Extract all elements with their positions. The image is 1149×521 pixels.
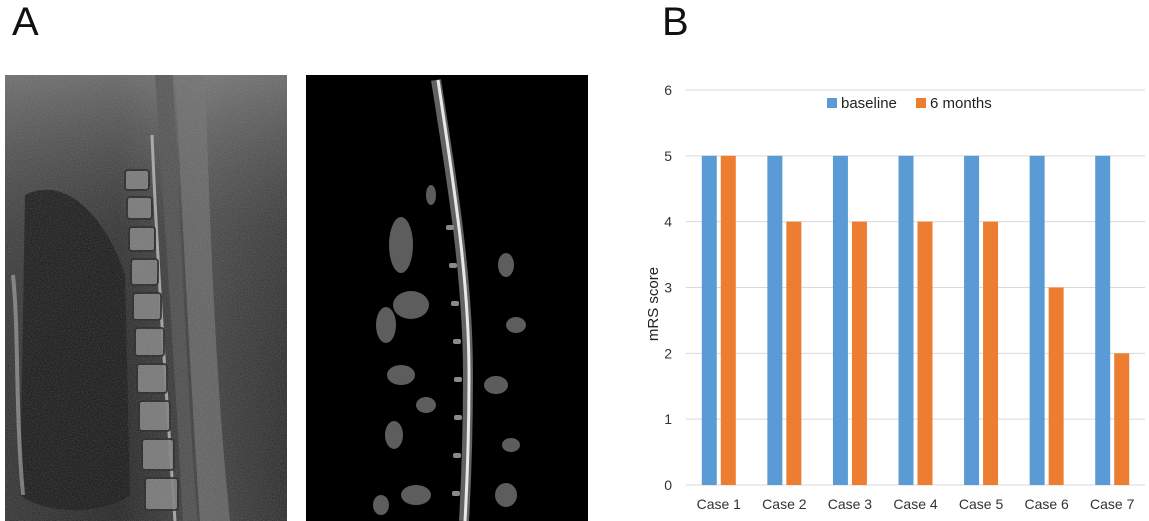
bar-6-months-1 bbox=[720, 155, 736, 485]
bar-baseline-7 bbox=[1095, 155, 1111, 485]
panel-label-a: A bbox=[12, 0, 39, 44]
x-tick-label: Case 4 bbox=[893, 496, 938, 512]
grid-lines bbox=[686, 89, 1145, 486]
x-tick-labels: Case 1 Case 2 Case 3 Case 4 Case 5 Case 6 Case… bbox=[697, 496, 1135, 512]
y-tick-label: 2 bbox=[664, 345, 672, 361]
y-axis-title: mRS score bbox=[645, 267, 662, 341]
y-tick-labels: 0 1 2 3 4 5 6 bbox=[664, 82, 672, 493]
legend-label-6-months: 6 months bbox=[930, 95, 992, 112]
mri-t2-drawing bbox=[5, 75, 287, 521]
x-tick-label: Case 2 bbox=[762, 496, 807, 512]
legend: baseline 6 months bbox=[827, 95, 992, 112]
bars bbox=[701, 155, 1130, 485]
bar-6-months-2 bbox=[786, 221, 802, 485]
bar-6-months-3 bbox=[851, 221, 867, 485]
mri-processed-image bbox=[306, 75, 588, 521]
x-tick-label: Case 7 bbox=[1090, 496, 1135, 512]
legend-swatch-6-months bbox=[916, 98, 926, 108]
bar-baseline-4 bbox=[898, 155, 914, 485]
legend-label-baseline: baseline bbox=[841, 95, 897, 112]
bar-baseline-3 bbox=[832, 155, 848, 485]
y-tick-label: 0 bbox=[664, 477, 672, 493]
x-tick-label: Case 1 bbox=[697, 496, 742, 512]
y-tick-label: 5 bbox=[664, 148, 672, 164]
bar-baseline-5 bbox=[964, 155, 980, 485]
y-tick-label: 6 bbox=[664, 82, 672, 98]
x-tick-label: Case 5 bbox=[959, 496, 1004, 512]
mri-t2-sagittal-image bbox=[5, 75, 287, 521]
bar-6-months-6 bbox=[1048, 287, 1064, 485]
y-tick-label: 3 bbox=[664, 280, 672, 296]
x-tick-label: Case 6 bbox=[1024, 496, 1069, 512]
bar-6-months-7 bbox=[1114, 353, 1130, 485]
bar-6-months-4 bbox=[917, 221, 933, 485]
mri-processed-drawing bbox=[306, 75, 588, 521]
bar-baseline-6 bbox=[1029, 155, 1045, 485]
y-tick-label: 1 bbox=[664, 411, 672, 427]
legend-swatch-baseline bbox=[827, 98, 837, 108]
bar-6-months-5 bbox=[983, 221, 999, 485]
panel-label-b: B bbox=[662, 0, 689, 44]
y-tick-label: 4 bbox=[664, 214, 672, 230]
bar-baseline-2 bbox=[767, 155, 783, 485]
x-tick-label: Case 3 bbox=[828, 496, 873, 512]
bar-baseline-1 bbox=[701, 155, 717, 485]
